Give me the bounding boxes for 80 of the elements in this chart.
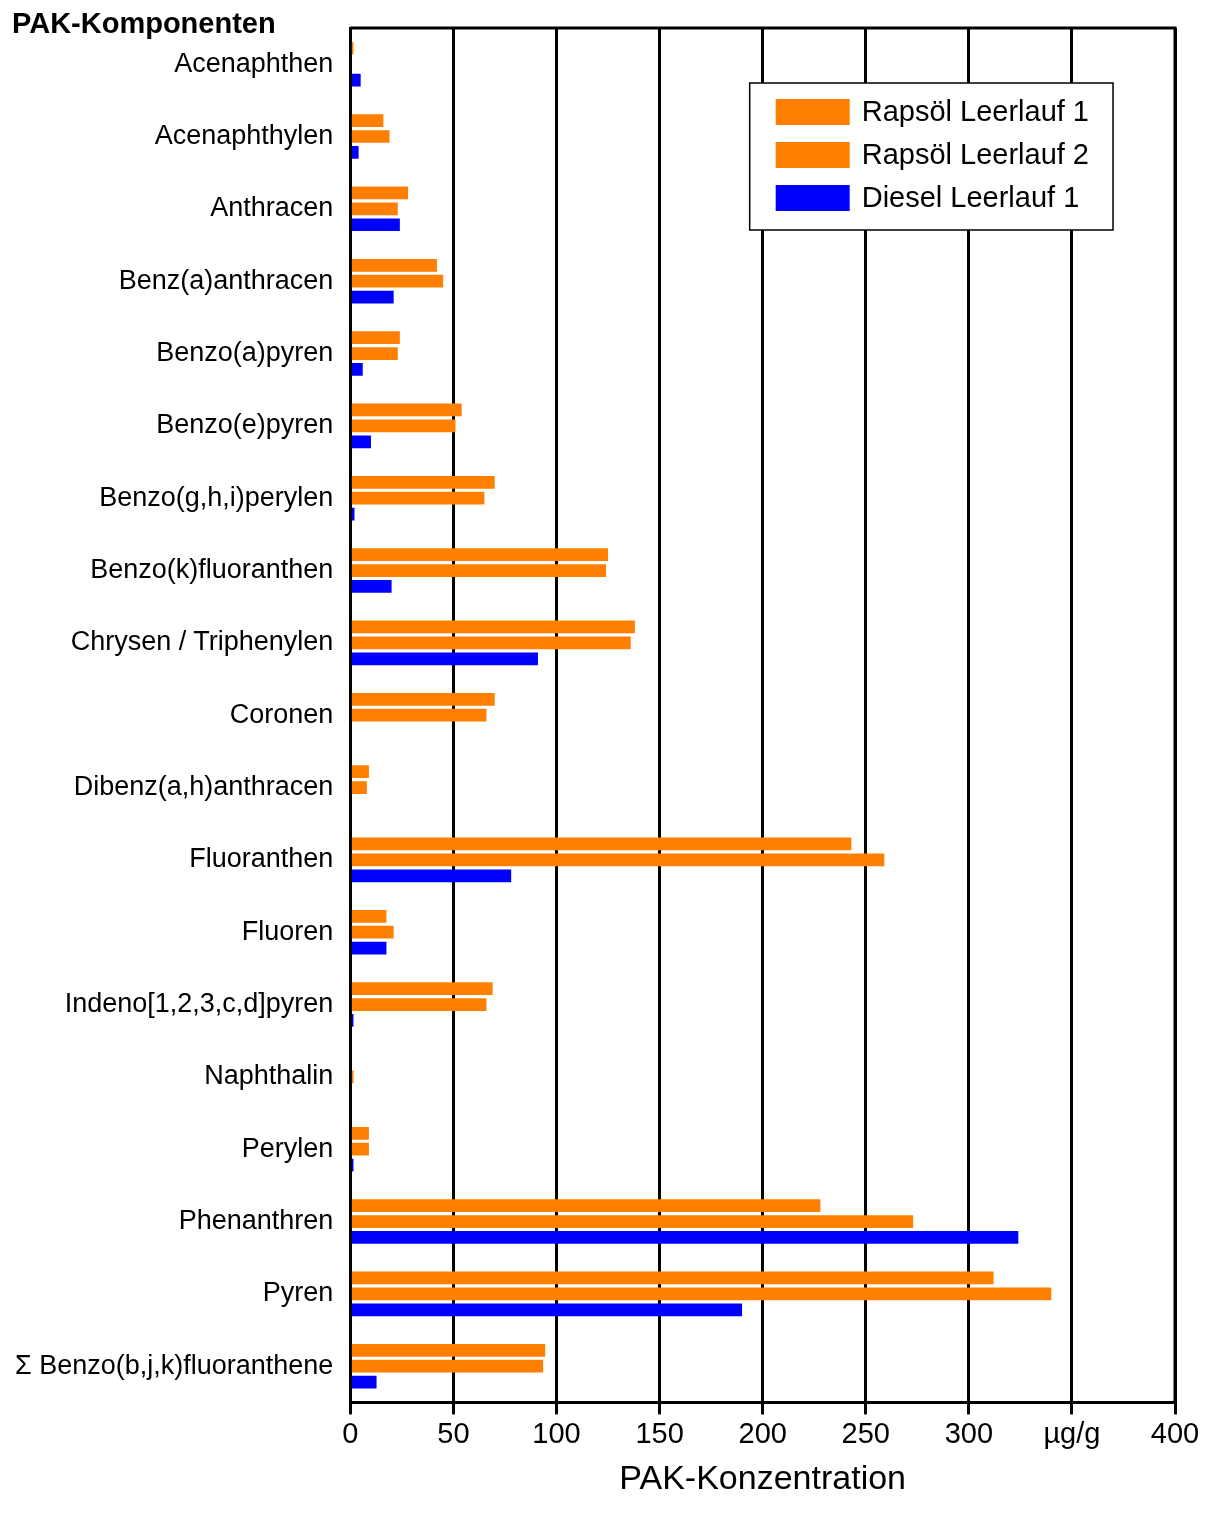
y-tick-label: Σ Benzo(b,j,k)fluoranthene [15, 1349, 334, 1380]
x-axis-title: PAK-Konzentration [619, 1457, 907, 1496]
bar [351, 274, 444, 288]
y-tick-label: Fluoranthen [189, 843, 334, 874]
bar [351, 837, 852, 851]
bar [351, 130, 390, 143]
y-tick-label: Chrysen / Triphenylen [70, 626, 334, 657]
bar [351, 475, 495, 489]
bar [351, 652, 538, 666]
y-tick-label: Pyren [262, 1277, 334, 1308]
bar [351, 998, 487, 1011]
bar [351, 1359, 544, 1373]
bar [351, 580, 392, 593]
x-tick-label: 150 [635, 1416, 684, 1449]
x-tick-label: 200 [738, 1416, 787, 1449]
bar [351, 708, 487, 722]
legend-label: Rapsöl Leerlauf 2 [861, 138, 1090, 170]
bar [351, 1199, 821, 1213]
bar [351, 1231, 1019, 1244]
bar [351, 1271, 994, 1285]
bar [351, 925, 394, 939]
bar [351, 435, 371, 449]
bar [351, 146, 359, 159]
bar [351, 781, 367, 794]
bar [351, 982, 493, 995]
x-tick-label: 250 [841, 1416, 890, 1449]
bar [351, 331, 400, 344]
bar [351, 363, 363, 376]
bar [351, 909, 387, 923]
y-tick-label: Acenaphthylen [154, 119, 334, 150]
bar [351, 73, 361, 87]
legend-label: Rapsöl Leerlauf 1 [861, 95, 1090, 127]
y-tick-label: Benz(a)anthracen [118, 264, 334, 295]
bar [351, 765, 369, 778]
bar [351, 347, 398, 360]
bar [351, 258, 437, 272]
bar [351, 869, 512, 883]
x-tick-label: 0 [342, 1416, 359, 1449]
bar [351, 202, 398, 216]
x-tick-label: 400 [1150, 1416, 1200, 1449]
y-tick-label: Dibenz(a,h)anthracen [73, 770, 334, 801]
y-tick-label: Benzo(g,h,i)perylen [99, 481, 334, 512]
x-tick-label: µg/g [1043, 1416, 1101, 1449]
legend-label: Diesel Leerlauf 1 [861, 181, 1080, 213]
y-tick-label: Fluoren [241, 915, 334, 946]
bar [351, 636, 631, 650]
bar [351, 1142, 369, 1156]
x-tick-label: 300 [944, 1416, 994, 1449]
bar [351, 419, 456, 433]
bar [351, 1375, 377, 1389]
y-axis-title: PAK-Komponenten [12, 6, 276, 39]
bar [351, 853, 885, 867]
y-tick-label: Perylen [241, 1132, 334, 1163]
bar [351, 290, 394, 304]
bar [351, 403, 462, 417]
y-tick-label: Benzo(a)pyren [156, 336, 334, 367]
bar [351, 114, 384, 127]
bar [351, 1303, 743, 1317]
y-tick-label: Coronen [229, 698, 334, 729]
bar [351, 1287, 1052, 1301]
bar [351, 692, 495, 706]
bar [351, 1126, 369, 1140]
bar [351, 218, 400, 232]
y-tick-label: Phenanthren [178, 1205, 334, 1236]
y-tick-label: Indeno[1,2,3,c,d]pyren [64, 988, 334, 1018]
bar [351, 941, 387, 955]
bar [351, 186, 409, 200]
x-tick-label: 50 [437, 1416, 470, 1449]
y-tick-label: Anthracen [210, 192, 334, 223]
bar [351, 620, 635, 634]
bar [351, 491, 485, 505]
bar [351, 1343, 546, 1357]
x-tick-label: 100 [532, 1416, 581, 1449]
y-tick-label: Acenaphthen [174, 47, 334, 78]
y-tick-label: Benzo(k)fluoranthen [90, 553, 334, 584]
y-tick-label: Benzo(e)pyren [156, 409, 334, 440]
bar [351, 548, 609, 561]
bar [351, 564, 607, 577]
bar [351, 1215, 914, 1228]
y-tick-label: Naphthalin [204, 1060, 334, 1091]
